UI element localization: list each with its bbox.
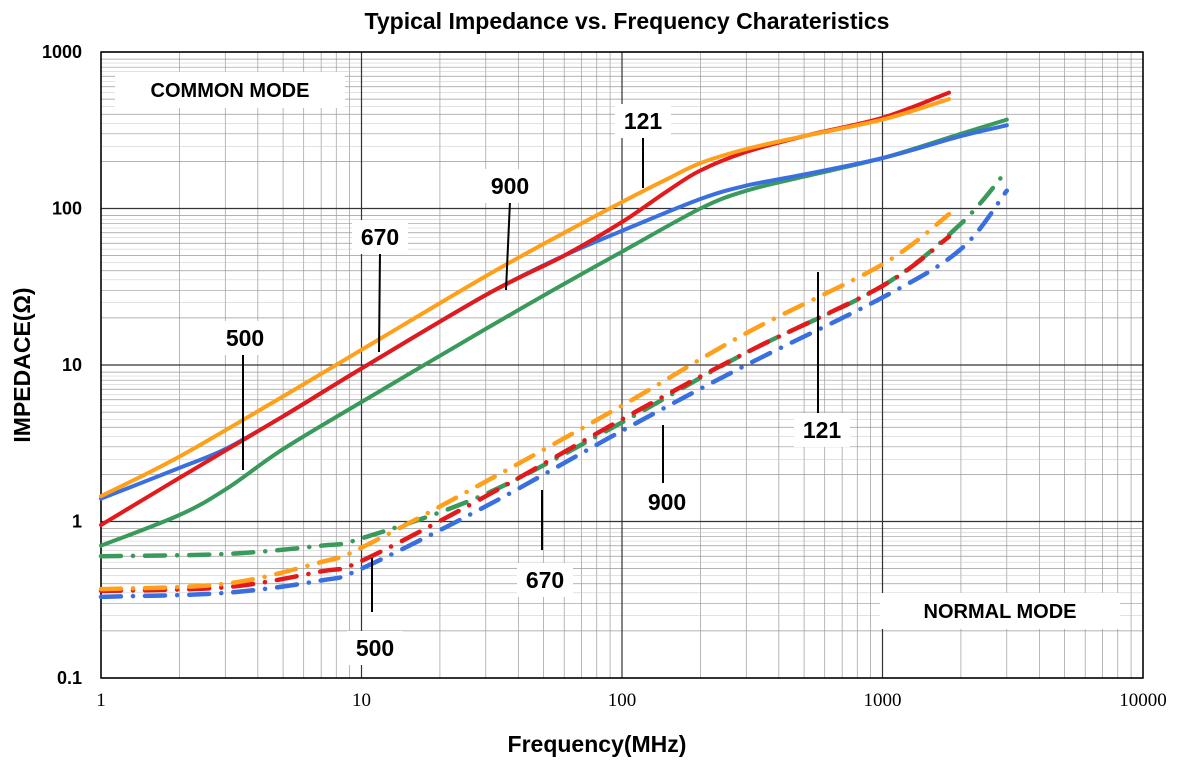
x-tick-label: 10 (352, 690, 371, 711)
annotation-bg-normal-670 (517, 563, 573, 597)
annotation-bg-normal-500 (347, 631, 403, 665)
y-axis-label: IMPEDACE(Ω) (9, 287, 35, 442)
annotation-common-900: 900 (482, 169, 538, 291)
x-tick-label: 1 (96, 690, 106, 711)
y-tick-label: 0.1 (57, 668, 82, 688)
x-tick-label: 100 (608, 690, 637, 711)
annotation-bg-common-900 (482, 169, 538, 203)
annotation-bg-normal-900 (639, 485, 695, 519)
annotation-common-670: 670 (352, 220, 408, 353)
series-line-normal-900 (98, 188, 1010, 600)
common-mode-label: COMMON MODE (115, 72, 345, 108)
x-tick-label: 10000 (1119, 690, 1167, 711)
plot-border (100, 51, 1144, 679)
annotation-normal-900: 900 (639, 425, 695, 519)
y-tick-label: 10 (62, 355, 82, 375)
annotation-label-common-900: 900 (491, 173, 529, 199)
annotation-label-normal-500: 500 (356, 635, 394, 661)
annotation-bg-common-670 (352, 220, 408, 254)
y-tick-labels: 1000 100 10 1 0.1 (42, 42, 82, 688)
x-tick-label: 1000 (864, 690, 902, 711)
normal-mode-label-text: NORMAL MODE (924, 601, 1077, 623)
annotation-label-common-500: 500 (226, 325, 264, 351)
annotation-bg-common-121 (615, 104, 671, 138)
y-tick-label: 1000 (42, 42, 82, 62)
chart-title: Typical Impedance vs. Frequency Charater… (365, 8, 890, 34)
common-mode-label-bg (115, 72, 345, 108)
annotation-bg-common-500 (217, 321, 273, 355)
series-line-normal-670 (98, 211, 952, 592)
annotation-label-common-121: 121 (624, 108, 663, 134)
annotation-leader-common-900 (505, 200, 511, 291)
y-tick-label: 1 (72, 512, 82, 532)
y-tick-label: 100 (52, 199, 82, 219)
series-layer (98, 90, 1010, 600)
annotation-common-500: 500 (217, 321, 273, 470)
annotation-label-common-670: 670 (361, 224, 399, 250)
series-line-normal-121 (98, 234, 952, 594)
annotation-leader-common-670 (378, 251, 381, 353)
annotation-label-normal-121: 121 (803, 417, 842, 443)
annotation-normal-121: 121 (794, 272, 850, 447)
normal-mode-label-bg (880, 593, 1120, 629)
common-mode-label-text: COMMON MODE (151, 80, 310, 102)
annotation-layer: COMMON MODE NORMAL MODE 121 900 670 500 121 900… (115, 72, 1120, 665)
x-tick-labels: 1 10 100 1000 10000 (96, 690, 1167, 711)
annotation-normal-500: 500 (347, 558, 403, 665)
x-axis-label: Frequency(MHz) (508, 731, 687, 757)
annotation-common-121: 121 (615, 104, 671, 188)
annotation-label-normal-900: 900 (648, 489, 686, 515)
annotation-label-normal-670: 670 (526, 567, 564, 593)
annotation-normal-670: 670 (517, 490, 573, 597)
annotation-bg-normal-121 (794, 413, 850, 447)
series-line-common-670 (99, 97, 951, 499)
normal-mode-label: NORMAL MODE (880, 593, 1120, 629)
